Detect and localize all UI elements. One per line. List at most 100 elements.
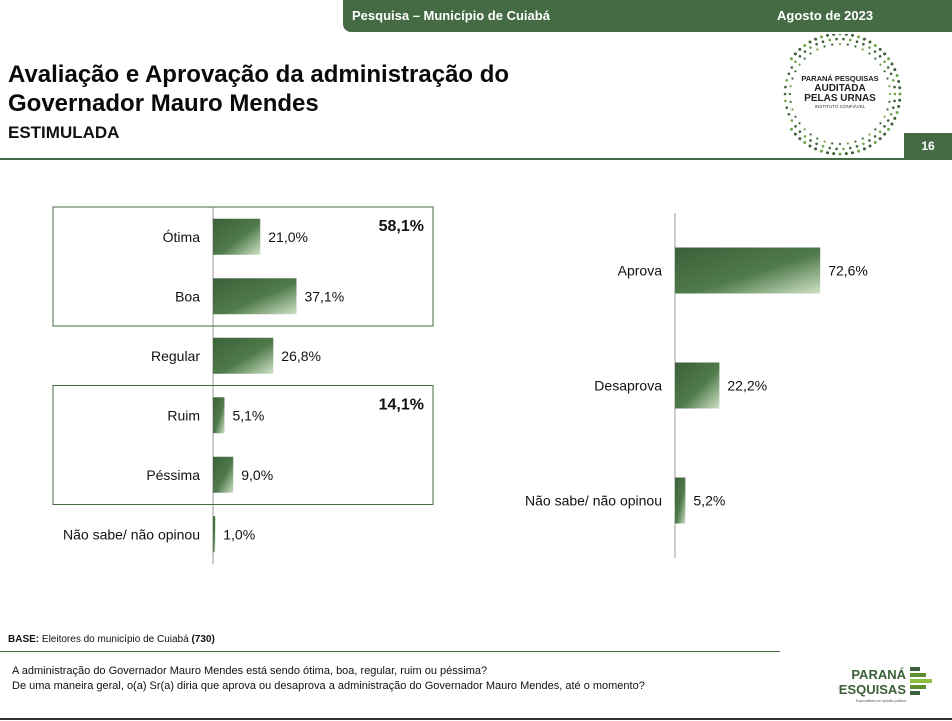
seal-dot — [826, 34, 830, 37]
base-sample-size: (730) — [191, 634, 215, 645]
seal-dot — [815, 142, 818, 146]
seal-dot — [861, 137, 864, 140]
seal-dot — [831, 142, 834, 145]
seal-dot — [828, 146, 831, 150]
seal-dot — [862, 42, 865, 46]
seal-dot — [819, 35, 823, 39]
left-bar-boa — [213, 278, 297, 315]
seal-dot — [886, 108, 889, 111]
seal-dot — [861, 48, 864, 51]
seal-dot — [846, 43, 849, 46]
seal-dot — [787, 112, 791, 116]
seal-dot — [794, 70, 797, 73]
seal-dot — [873, 50, 877, 53]
seal-dot — [883, 70, 886, 73]
seal-dot — [821, 40, 825, 43]
seal-dot — [788, 92, 792, 96]
right-bar-desaprova — [675, 362, 720, 409]
seal-dot — [816, 48, 819, 51]
brand-tagline: Especialista em opinião pública — [856, 699, 906, 703]
seal-dot — [883, 115, 886, 118]
seal-dot — [784, 99, 787, 103]
base-text: Eleitores do município de Cuiabá — [41, 634, 189, 645]
seal-dot — [888, 85, 891, 88]
seal-dot — [828, 38, 831, 42]
seal-dot — [857, 35, 861, 39]
seal-dot — [897, 80, 901, 84]
seal-dot — [878, 137, 882, 141]
seal-dot — [809, 133, 812, 136]
seal-dot — [868, 52, 871, 55]
seal-dot — [862, 147, 866, 151]
seal-dot — [809, 52, 812, 55]
survey-date: Agosto de 2023 — [777, 8, 874, 23]
right-category-desaprova: Desaprova — [594, 378, 662, 394]
seal-dot — [888, 92, 892, 96]
seal-dot — [823, 45, 826, 48]
seal-dot — [785, 79, 789, 82]
left-category-ruim: Ruim — [167, 407, 200, 423]
right-category-aprova: Aprova — [618, 263, 663, 279]
seal-dot — [873, 141, 877, 145]
seal-dot — [808, 144, 812, 148]
seal-dot — [893, 92, 897, 96]
seal-dot — [798, 63, 801, 66]
parana-pesquisas-logo: PARANÁ PESQUISAS Especialista em opinião… — [838, 667, 932, 703]
seal-dot — [809, 46, 812, 49]
brand-stripes-icon — [910, 667, 932, 695]
seal-dot — [821, 145, 825, 148]
seal-dot — [855, 40, 859, 43]
seal-dot — [854, 45, 857, 48]
seal-dot — [873, 135, 877, 138]
seal-dot — [874, 128, 877, 131]
seal-dot — [846, 142, 849, 145]
seal-dot — [886, 66, 890, 69]
evaluation-chart: 58,1% 14,1% Ótima 21,0% Boa 37,1% Regular 26,8%… — [52, 206, 434, 564]
seal-dot — [849, 38, 852, 42]
seal-dot — [895, 73, 899, 77]
seal-dot — [868, 40, 872, 44]
seal-dot — [826, 151, 830, 155]
header-bar: Pesquisa – Município de Cuiabá Agosto de… — [343, 0, 952, 32]
approval-chart: Aprova 72,6% Desaprova 22,2% Não sabe/ não o… — [525, 213, 868, 558]
seal-dot — [891, 106, 895, 109]
seal-dot — [889, 112, 893, 116]
seal-dot — [789, 57, 793, 61]
seal-dot — [832, 152, 836, 156]
seal-dot — [878, 47, 882, 51]
header-divider — [0, 158, 904, 160]
seal-dot — [879, 63, 882, 66]
seal-dot — [790, 66, 794, 69]
seal-dot — [784, 85, 787, 89]
seal-dot — [798, 122, 801, 125]
seal-dot — [838, 42, 842, 46]
seal-dot — [891, 79, 895, 82]
seal-dot — [886, 119, 890, 122]
question-1: A administração do Governador Mauro Mend… — [12, 665, 488, 677]
seal-dot — [838, 152, 842, 156]
seal-dot — [868, 46, 871, 49]
seal-dot — [868, 139, 871, 142]
survey-title: Pesquisa – Município de Cuiabá — [352, 8, 550, 23]
left-value-regular: 26,8% — [281, 348, 321, 364]
seal-dot — [849, 146, 852, 150]
seal-dot — [857, 149, 861, 153]
brand-line-1: PARANÁ — [851, 667, 906, 682]
seal-dot — [890, 122, 894, 126]
left-value-nao-sabe-nao-opinou: 1,0% — [223, 526, 255, 542]
seal-dot — [793, 132, 797, 136]
seal-dot — [814, 37, 818, 41]
seal-dot — [798, 55, 802, 58]
seal-dot — [893, 116, 897, 120]
seal-dot — [789, 85, 792, 88]
left-category-regular: Regular — [151, 348, 200, 364]
seal-dot — [883, 60, 886, 63]
seal-dot — [819, 149, 823, 153]
seal-line-2: AUDITADA — [814, 83, 865, 94]
seal-dot — [895, 111, 899, 115]
group-box-1 — [52, 206, 434, 327]
right-bar-nao-sabe-nao-opinou — [675, 477, 686, 524]
seal-dot — [886, 77, 889, 80]
audit-seal-icon: PARANÁ PESQUISAS AUDITADA PELAS URNAS IN… — [783, 34, 902, 156]
